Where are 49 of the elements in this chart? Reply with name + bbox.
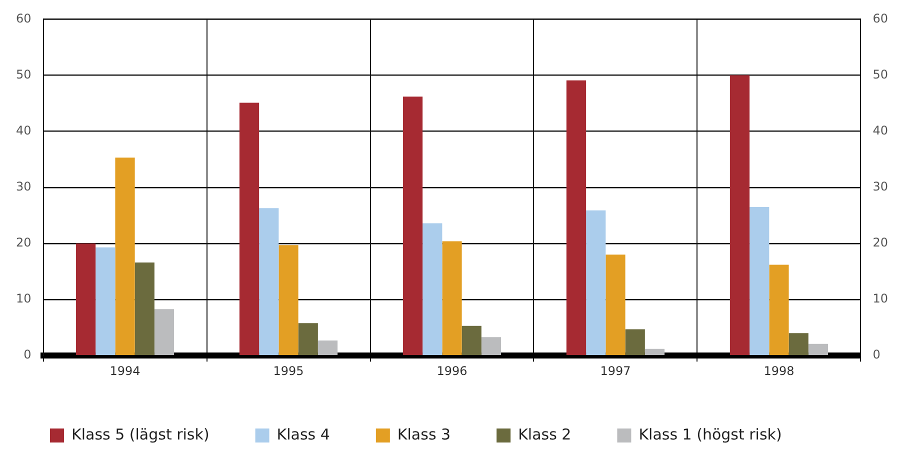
y2-tick-label: 40 xyxy=(872,123,888,138)
bar xyxy=(606,254,626,355)
y-tick-label: 10 xyxy=(16,292,32,306)
y2-tick-label: 60 xyxy=(872,11,888,26)
y2-tick-label: 50 xyxy=(872,67,888,82)
bar xyxy=(115,158,135,355)
bar xyxy=(422,223,442,355)
y-tick-label: 40 xyxy=(16,123,32,138)
y2-tick-label: 10 xyxy=(872,292,888,306)
y2-tick-label: 30 xyxy=(872,180,888,194)
bar xyxy=(644,348,665,355)
bar xyxy=(808,344,828,355)
legend-label: Klass 5 (lägst risk) xyxy=(72,425,210,444)
legend-label: Klass 2 xyxy=(518,425,572,444)
y-tick-label: 30 xyxy=(16,180,32,194)
bar xyxy=(259,208,279,355)
bar xyxy=(566,80,586,355)
legend-label: Klass 3 xyxy=(397,425,451,444)
y-tick-label: 0 xyxy=(24,348,32,362)
bar xyxy=(402,96,423,355)
bar xyxy=(134,262,154,355)
bar xyxy=(769,264,789,355)
legend-label: Klass 4 xyxy=(276,425,330,444)
bar xyxy=(239,102,260,355)
bar xyxy=(586,210,606,355)
bar xyxy=(76,243,96,355)
y-tick-label: 60 xyxy=(16,11,32,26)
legend-label: Klass 1 (högst risk) xyxy=(638,425,782,444)
bar xyxy=(462,326,482,355)
y2-tick-label: 0 xyxy=(872,348,880,362)
bar xyxy=(96,247,116,355)
x-tick-label: 1997 xyxy=(600,364,631,378)
bar xyxy=(318,340,338,355)
x-tick-label: 1994 xyxy=(110,364,140,378)
bar xyxy=(750,207,770,355)
bar xyxy=(481,337,502,355)
y2-tick-label: 20 xyxy=(872,236,888,250)
x-tick-label: 1995 xyxy=(273,364,304,378)
bar xyxy=(278,245,298,355)
bar xyxy=(788,333,808,355)
y-tick-label: 20 xyxy=(16,236,32,250)
bar xyxy=(298,323,318,355)
x-tick-label: 1998 xyxy=(764,364,794,378)
y-tick-label: 50 xyxy=(16,67,32,82)
bar xyxy=(730,75,750,355)
bar xyxy=(154,309,174,355)
bar xyxy=(442,241,462,355)
x-tick-label: 1996 xyxy=(436,364,468,378)
bar xyxy=(625,329,645,355)
